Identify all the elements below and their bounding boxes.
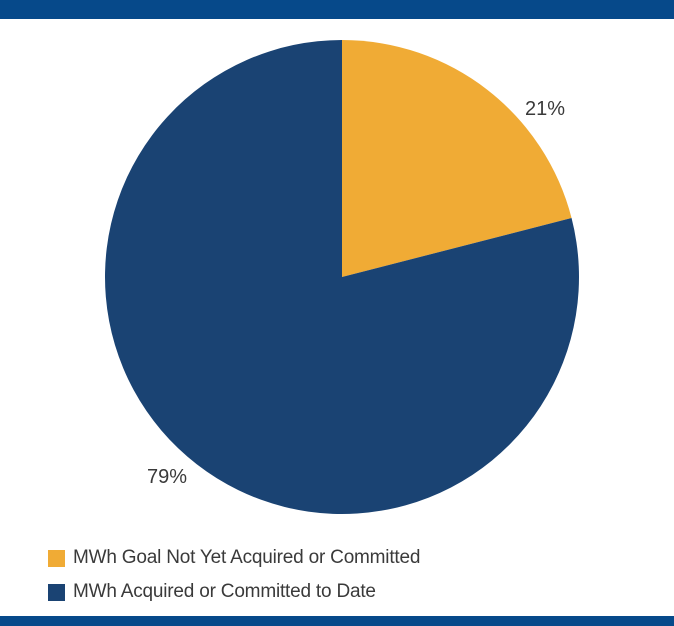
pie-slice-goal-not-acquired bbox=[342, 40, 572, 277]
slice-value-label: 79% bbox=[147, 466, 187, 488]
legend-item-goal-not-acquired: MWh Goal Not Yet Acquired or Committed bbox=[48, 541, 420, 575]
legend-label: MWh Acquired or Committed to Date bbox=[73, 581, 376, 602]
pie-slice-acquired bbox=[104, 39, 579, 514]
chart-legend: MWh Goal Not Yet Acquired or Committed M… bbox=[48, 541, 420, 609]
slice-value-label: 21% bbox=[525, 98, 565, 120]
legend-item-acquired: MWh Acquired or Committed to Date bbox=[48, 575, 420, 609]
header-band bbox=[0, 0, 674, 19]
legend-swatch-orange bbox=[48, 549, 65, 567]
legend-swatch-navy bbox=[48, 583, 65, 601]
footer-band bbox=[0, 616, 674, 626]
legend-label: MWh Goal Not Yet Acquired or Committed bbox=[73, 547, 421, 568]
